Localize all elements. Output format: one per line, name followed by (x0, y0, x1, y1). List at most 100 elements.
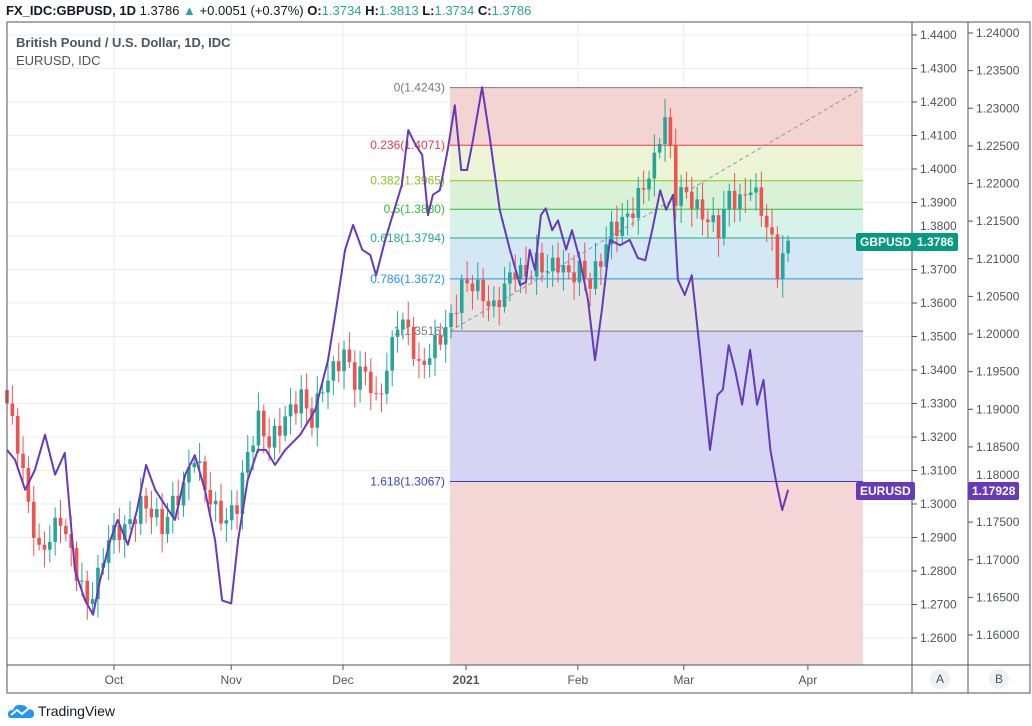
candle-body (235, 505, 239, 515)
candle (278, 408, 282, 454)
candle-body (251, 445, 255, 453)
candle (673, 128, 678, 220)
eurusd-axis-label: 1.23000 (976, 101, 1020, 115)
candle-body (208, 489, 213, 505)
candle-body (593, 261, 598, 289)
candle (786, 235, 790, 262)
candle (748, 179, 753, 201)
candle-body (695, 199, 699, 209)
close-value: 1.3786 (491, 3, 532, 18)
gbpusd-axis-label: 1.3600 (920, 296, 957, 310)
brand-name: TradingView (38, 703, 116, 719)
candle-body (641, 188, 646, 190)
candle (229, 490, 234, 531)
fib-zone (449, 481, 863, 665)
time-axis-label: 2021 (453, 673, 480, 687)
candle-body (668, 117, 673, 146)
candle-body (160, 509, 164, 535)
candle-body (197, 461, 202, 464)
candle-body (15, 416, 20, 454)
candle-body (58, 517, 63, 526)
candle (262, 404, 266, 454)
symbol-name[interactable]: FX_IDC:GBPUSD, 1D (6, 3, 137, 18)
eurusd-axis-label: 1.16500 (976, 590, 1020, 604)
candle-body (636, 188, 641, 219)
candle (299, 375, 304, 429)
high-label: H: (365, 3, 379, 18)
candle (176, 479, 180, 521)
candle-body (481, 279, 485, 302)
candle-body (427, 358, 432, 365)
candle (716, 208, 721, 257)
scale-button-a[interactable]: A (930, 669, 950, 689)
eurusd-axis-label: 1.18500 (976, 440, 1020, 454)
candle-body (615, 221, 619, 236)
candle (406, 301, 411, 346)
candle (85, 570, 90, 620)
close-label: C: (477, 3, 492, 18)
candle (438, 323, 443, 351)
gbpusd-axis-label: 1.3700 (920, 263, 957, 277)
candle-body (192, 463, 197, 468)
candle (106, 524, 111, 581)
gbpusd-axis-label: 1.2700 (920, 598, 957, 612)
candle-body (497, 300, 501, 307)
candle-body (673, 145, 678, 206)
candle-body (267, 436, 271, 448)
candle (363, 351, 368, 386)
candle-body (315, 393, 320, 428)
eurusd-axis-label: 1.17500 (976, 515, 1020, 529)
legend-compare-series[interactable]: EURUSD, IDC (16, 53, 101, 68)
candle-body (561, 265, 566, 273)
candle-body (631, 213, 635, 219)
low-label: L: (422, 3, 435, 18)
candle-body (53, 517, 57, 542)
scale-button-b[interactable]: B (989, 669, 1009, 689)
candle-body (352, 362, 357, 390)
candle (90, 582, 95, 614)
candle (770, 209, 774, 251)
candle-body (620, 216, 625, 236)
candle (609, 210, 614, 260)
time-axis-label: Nov (220, 673, 241, 687)
candle (663, 98, 667, 162)
tradingview-logo[interactable]: TradingView (8, 703, 115, 719)
fib-zone (449, 331, 863, 482)
up-arrow-icon: ▲ (183, 3, 196, 18)
candle-body (299, 389, 304, 414)
candle (433, 319, 437, 376)
candle-body (465, 279, 469, 284)
candle (476, 262, 480, 300)
candle-body (449, 312, 453, 328)
candle (508, 261, 512, 302)
candle (385, 352, 389, 404)
candle (128, 500, 132, 530)
candle-body (711, 215, 715, 223)
candle-body (117, 525, 122, 541)
gbpusd-axis-label: 1.2600 (920, 631, 957, 645)
candle-body (508, 272, 512, 284)
candle (454, 294, 459, 328)
candle-body (422, 360, 427, 365)
candle-body (583, 260, 587, 279)
candle-body (454, 312, 459, 314)
candle-body (684, 187, 689, 192)
candle-body (459, 279, 464, 314)
candle (144, 487, 148, 524)
candle (160, 492, 164, 553)
candle-body (502, 283, 507, 307)
candle (283, 405, 287, 442)
candle (775, 226, 780, 288)
legend-main-series[interactable]: British Pound / U.S. Dollar, 1D, IDC (16, 35, 231, 50)
candle (155, 497, 159, 527)
time-axis-label: Oct (105, 673, 124, 687)
eurusd-axis-label: 1.18000 (976, 468, 1020, 482)
candle-body (604, 244, 608, 267)
candle (465, 261, 469, 293)
candle-body (379, 393, 384, 395)
candle (117, 507, 122, 553)
candle (256, 392, 261, 453)
candle (374, 376, 378, 401)
candle (31, 486, 36, 557)
